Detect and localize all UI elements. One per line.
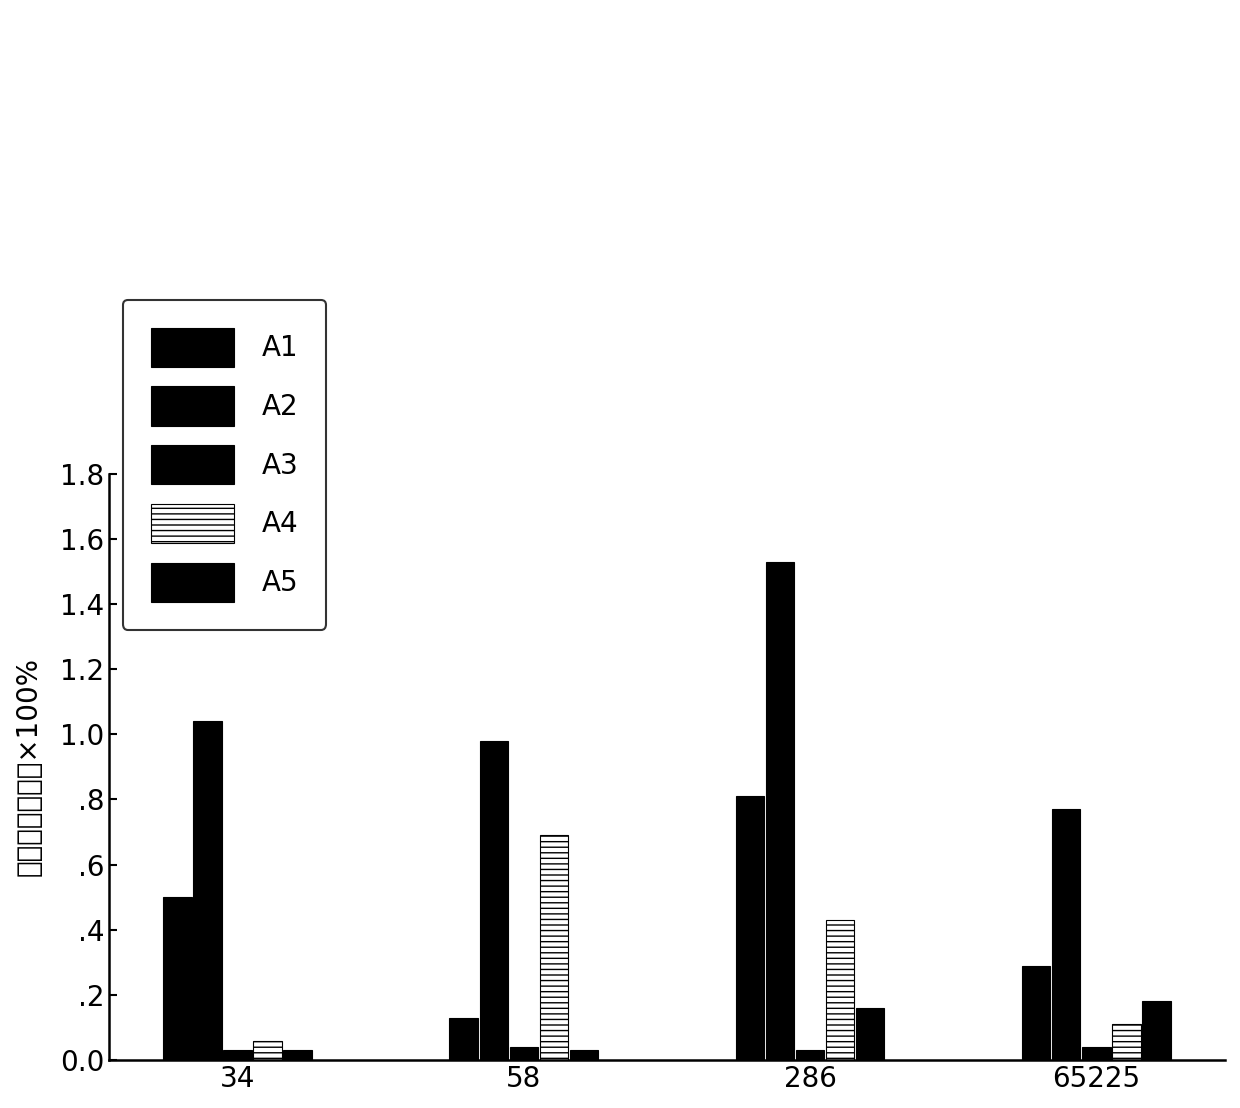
Bar [765, 562, 795, 1060]
Bar [796, 1050, 825, 1060]
Bar [193, 721, 222, 1060]
Y-axis label: 单株净高生长率×100%: 单株净高生长率×100% [15, 657, 43, 876]
Bar [449, 1018, 479, 1060]
Legend: A1, A2, A3, A4, A5: A1, A2, A3, A4, A5 [123, 300, 326, 629]
Bar [1083, 1047, 1111, 1060]
Bar [480, 741, 508, 1060]
Bar [1022, 966, 1050, 1060]
Bar [1112, 1024, 1141, 1060]
Bar [735, 797, 764, 1060]
Bar [164, 897, 192, 1060]
Bar [1052, 809, 1080, 1060]
Bar [510, 1047, 538, 1060]
Bar [284, 1050, 312, 1060]
Bar [826, 920, 854, 1060]
Bar [569, 1050, 598, 1060]
Bar [539, 835, 568, 1060]
Bar [1142, 1002, 1171, 1060]
Bar [856, 1008, 884, 1060]
Bar [223, 1050, 252, 1060]
Bar [253, 1040, 281, 1060]
